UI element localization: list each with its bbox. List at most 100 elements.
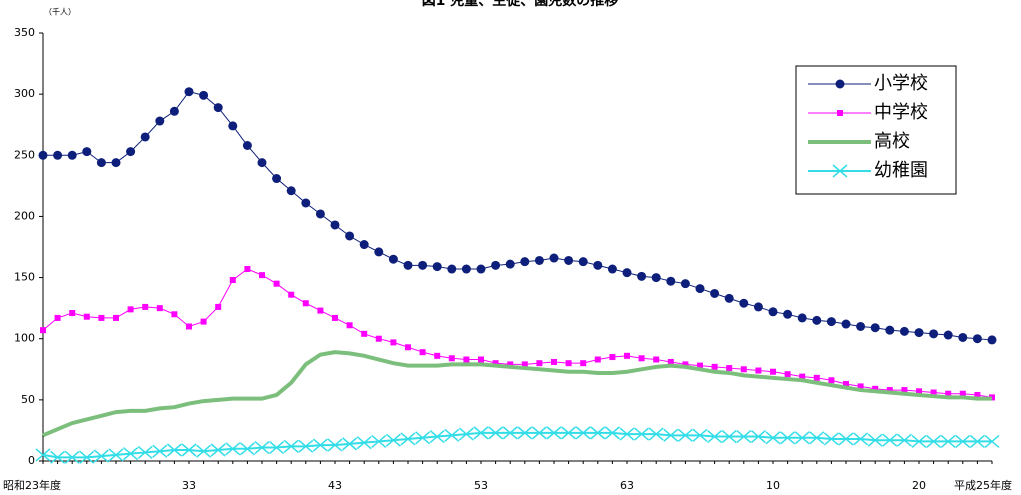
point	[40, 327, 46, 334]
point	[959, 390, 966, 397]
point	[257, 158, 267, 168]
point	[856, 321, 866, 331]
point	[521, 361, 528, 368]
legend-label: 中学校	[874, 102, 928, 123]
point	[108, 448, 124, 462]
point	[663, 428, 679, 442]
point	[463, 356, 470, 363]
point	[361, 330, 368, 337]
point	[196, 444, 212, 458]
legend-marker	[835, 79, 845, 89]
point	[375, 335, 382, 342]
point	[98, 314, 105, 321]
point	[783, 309, 793, 319]
point	[872, 385, 879, 392]
legend-marker	[837, 110, 843, 116]
point	[210, 443, 226, 457]
point	[184, 87, 194, 97]
point	[753, 302, 763, 312]
point	[478, 356, 484, 363]
point	[838, 432, 854, 446]
point	[473, 426, 489, 440]
point	[974, 391, 981, 398]
point	[286, 186, 296, 196]
point	[780, 431, 796, 445]
point	[502, 426, 518, 440]
point	[405, 344, 411, 351]
point	[677, 428, 693, 442]
point	[155, 116, 165, 126]
point	[273, 280, 280, 287]
point	[432, 262, 442, 272]
point	[826, 317, 836, 327]
point	[69, 310, 76, 317]
point	[419, 349, 426, 356]
x-tick-label: 43	[328, 479, 342, 492]
point	[867, 433, 883, 447]
point	[517, 426, 533, 440]
point	[682, 361, 689, 368]
point	[302, 300, 309, 307]
point	[680, 279, 690, 289]
point	[911, 434, 927, 449]
point	[447, 264, 457, 274]
point	[604, 426, 620, 440]
point	[667, 358, 674, 365]
series-line	[42, 268, 993, 398]
y-tick-label: 0	[28, 454, 35, 467]
point	[750, 429, 766, 444]
point	[972, 334, 982, 344]
point	[740, 366, 747, 373]
point	[575, 426, 591, 440]
point	[765, 431, 781, 445]
point	[359, 240, 369, 250]
point	[225, 442, 241, 456]
point	[169, 106, 179, 116]
point	[857, 383, 864, 390]
point	[283, 439, 299, 453]
point	[843, 380, 849, 387]
point	[853, 432, 869, 446]
point	[312, 438, 328, 452]
point	[607, 264, 617, 274]
point	[215, 303, 222, 310]
point	[710, 288, 720, 298]
point	[638, 355, 645, 362]
point	[534, 255, 544, 265]
point	[126, 147, 136, 157]
point	[317, 307, 324, 314]
point	[356, 436, 372, 450]
point	[930, 389, 937, 396]
x-tick-label: 平成25年度	[954, 478, 1012, 492]
legend-marker	[832, 164, 848, 178]
point	[96, 158, 106, 168]
point	[794, 431, 810, 445]
point	[371, 434, 387, 449]
point	[637, 271, 647, 281]
point	[137, 445, 153, 460]
point	[536, 360, 543, 367]
point	[288, 291, 295, 298]
point	[955, 434, 971, 449]
point	[346, 322, 353, 329]
point	[666, 276, 676, 286]
point	[181, 443, 197, 457]
point	[648, 427, 664, 441]
point	[242, 141, 252, 151]
point	[388, 254, 398, 264]
point	[724, 293, 734, 303]
point	[448, 355, 455, 362]
point	[476, 264, 486, 274]
point	[269, 440, 285, 455]
point	[53, 150, 63, 160]
series-line	[42, 350, 992, 438]
point	[415, 431, 431, 445]
point	[564, 255, 574, 265]
y-tick-label: 350	[14, 26, 35, 39]
point	[812, 315, 822, 325]
point	[385, 433, 401, 447]
point	[200, 318, 207, 325]
point	[345, 231, 355, 241]
series-line	[42, 431, 992, 459]
y-tick-label: 200	[14, 209, 35, 222]
